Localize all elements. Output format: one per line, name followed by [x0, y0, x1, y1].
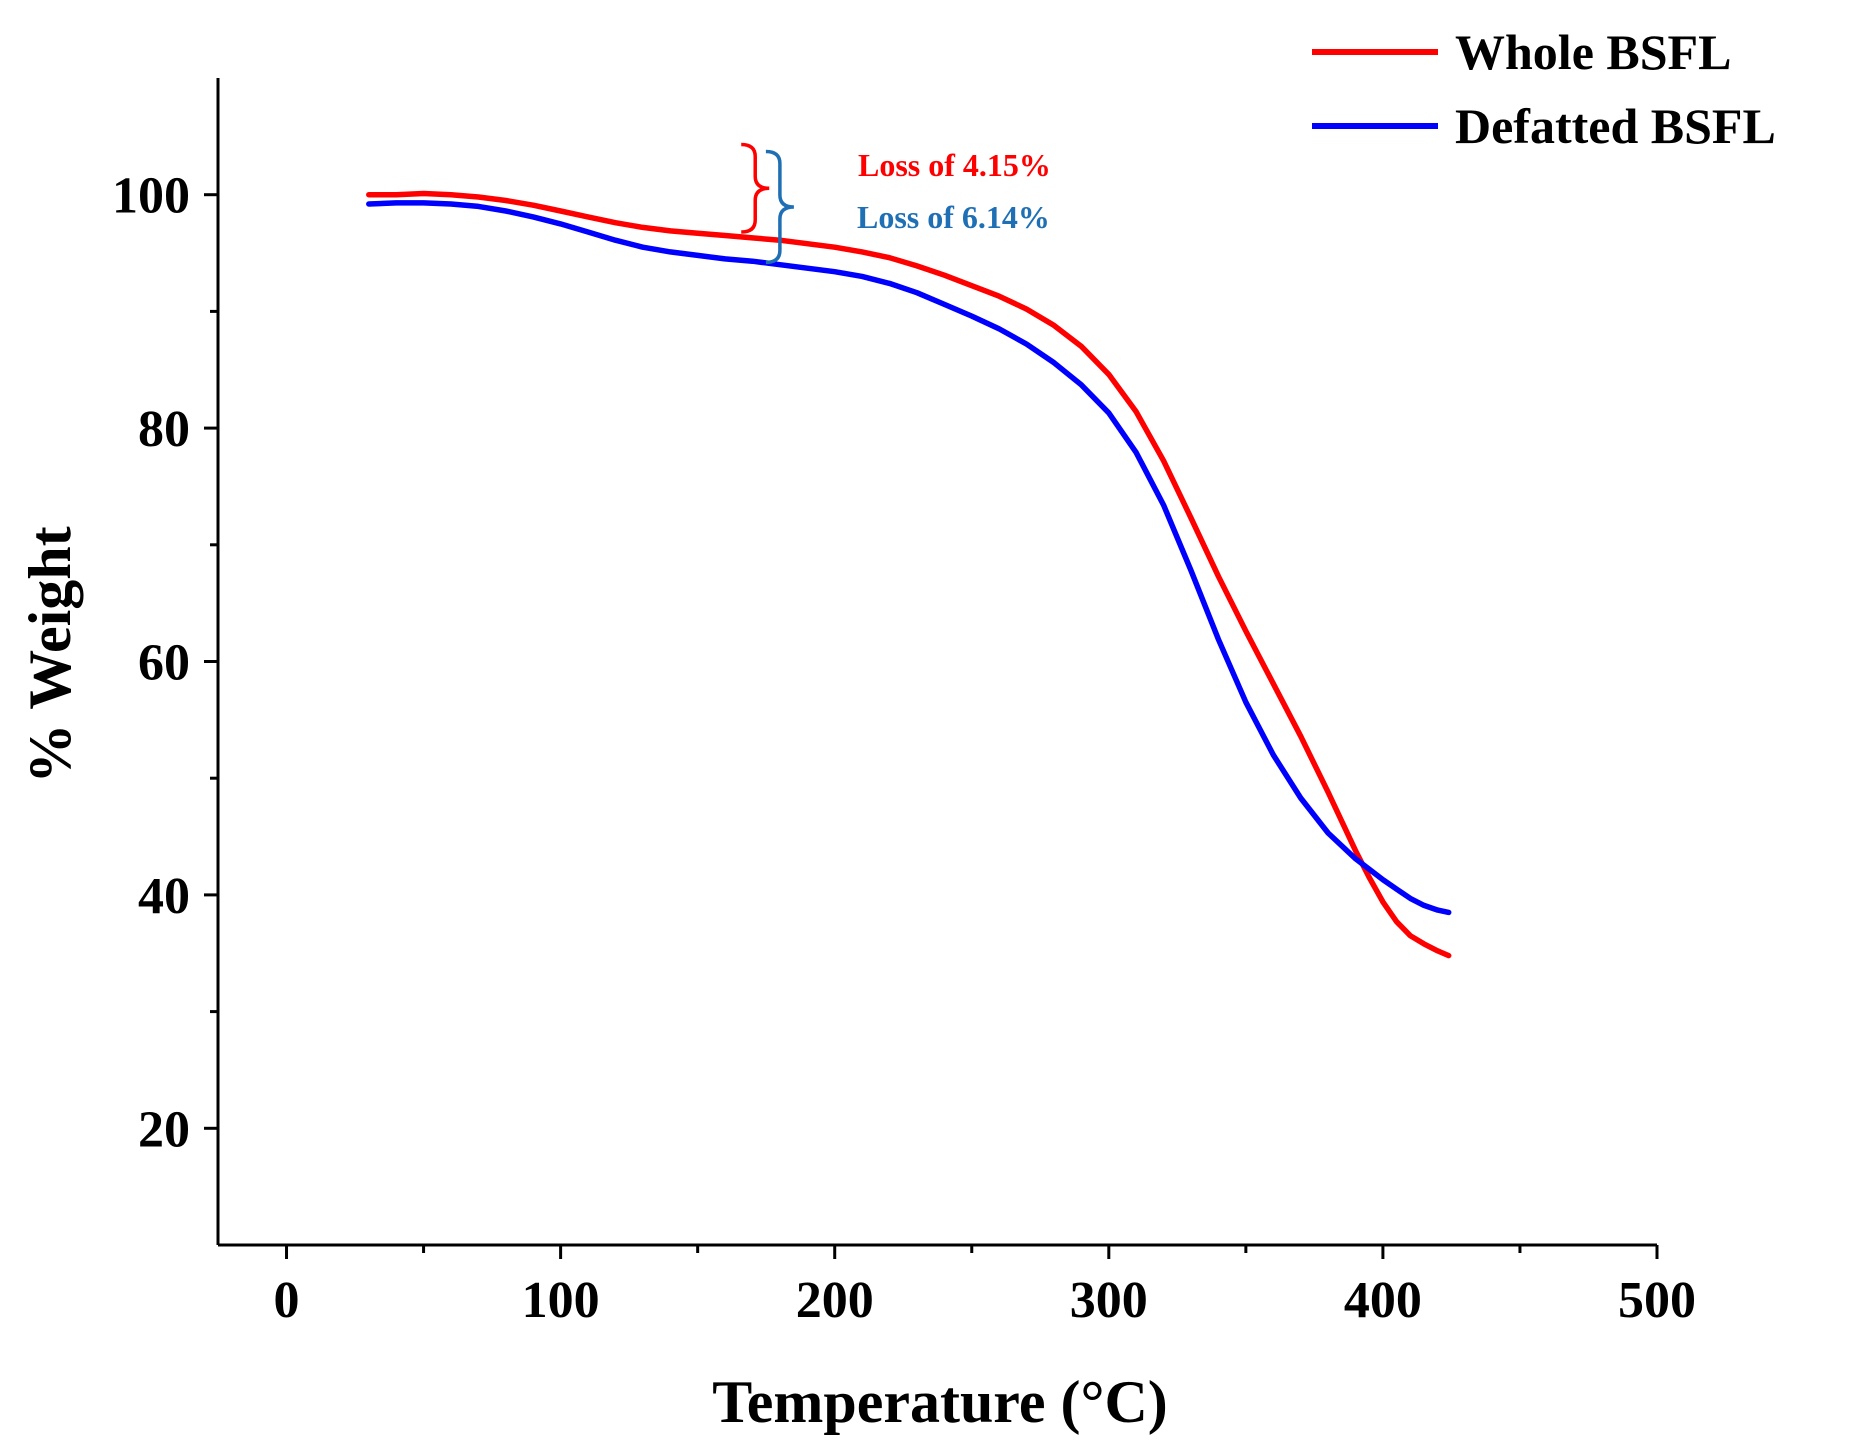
loss-label-2: Loss of 6.14%	[857, 199, 1050, 235]
axes: 0 100 200 300 400 500 20 40 60 80 100	[112, 78, 1696, 1329]
y-axis-title: % Weight	[17, 526, 83, 783]
series-line-defatted-bsfl	[366, 200, 1452, 916]
x-tick-label: 200	[796, 1272, 874, 1329]
legend: Whole BSFL Defatted BSFL	[1312, 24, 1776, 154]
x-tick-label: 500	[1618, 1272, 1696, 1329]
loss-label-1: Loss of 4.15%	[858, 147, 1051, 183]
x-tick-label: 300	[1070, 1272, 1148, 1329]
loss-brace-2	[765, 149, 794, 265]
x-axis-title: Temperature (°C)	[712, 1369, 1168, 1435]
legend-label-defatted-bsfl: Defatted BSFL	[1455, 98, 1776, 154]
x-tick-label: 400	[1344, 1272, 1422, 1329]
series-layer	[366, 190, 1452, 959]
y-tick-label: 100	[112, 168, 190, 225]
y-tick-label: 20	[138, 1101, 190, 1158]
series-line-whole-bsfl	[366, 190, 1452, 959]
x-tick-label: 0	[274, 1272, 300, 1329]
y-tick-label: 40	[138, 868, 190, 925]
y-tick-label: 80	[138, 401, 190, 458]
loss-brace-1	[741, 142, 770, 234]
annotations: Loss of 4.15% Loss of 6.14%	[741, 142, 1051, 265]
legend-label-whole-bsfl: Whole BSFL	[1455, 24, 1731, 80]
y-tick-label: 60	[138, 635, 190, 692]
x-tick-label: 100	[522, 1272, 600, 1329]
